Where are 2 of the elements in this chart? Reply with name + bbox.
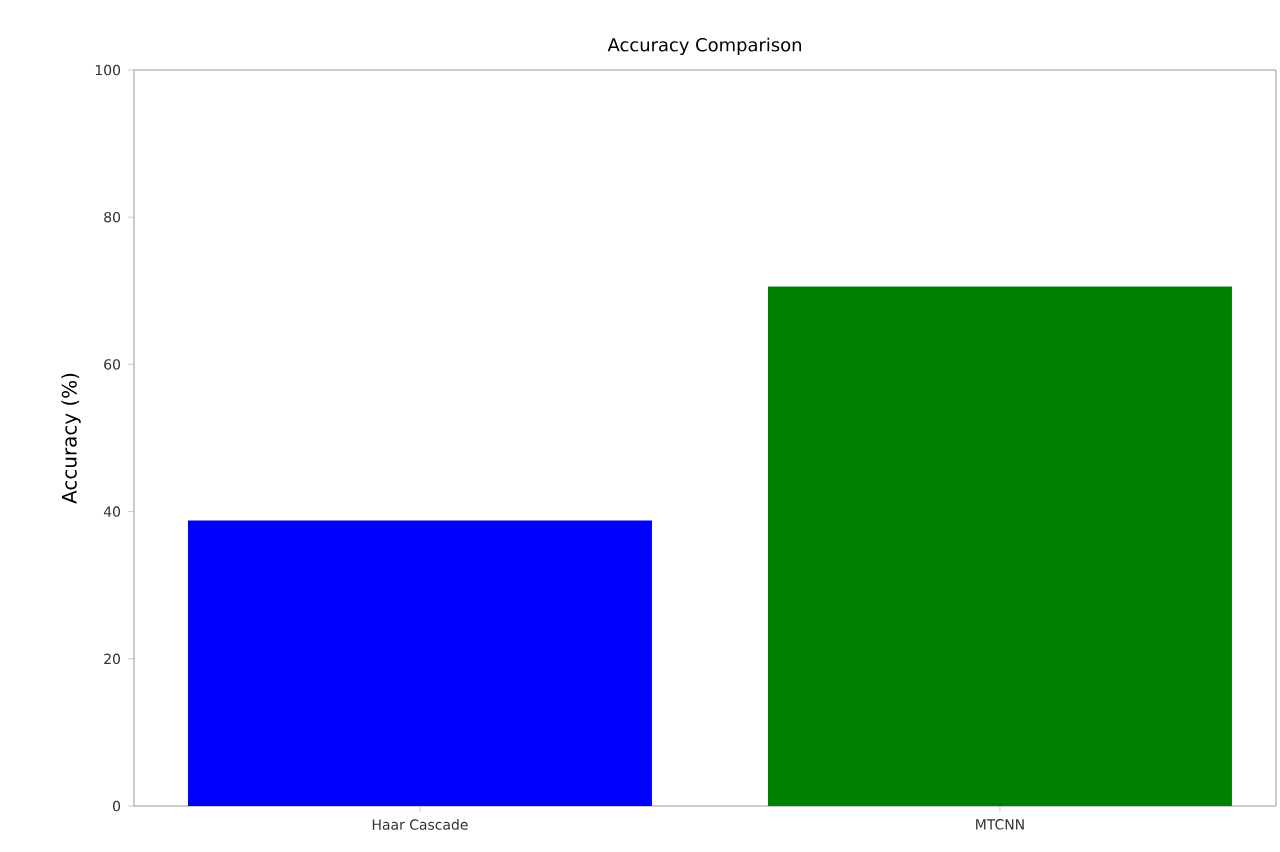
y-axis-title: Accuracy (%) [61, 373, 81, 504]
chart-title: Accuracy Comparison [607, 37, 801, 55]
